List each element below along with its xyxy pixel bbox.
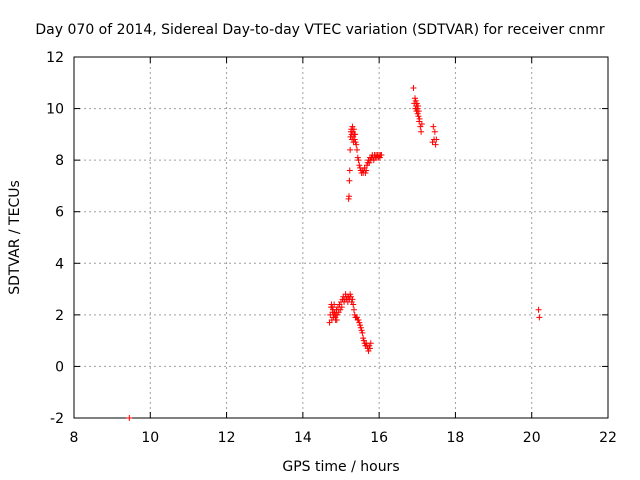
data-point (431, 128, 438, 135)
data-point (347, 291, 354, 298)
x-tick-label: 20 (523, 430, 541, 446)
data-point (418, 128, 425, 135)
data-point (352, 131, 359, 138)
data-point (415, 113, 422, 120)
y-tick-label: 2 (55, 308, 64, 324)
data-points (126, 84, 543, 421)
data-point (415, 102, 422, 109)
x-tick-label: 12 (218, 430, 236, 446)
plot-frame (73, 56, 609, 419)
data-point (354, 154, 361, 161)
data-point (356, 319, 363, 326)
data-point (378, 151, 385, 158)
data-point (350, 301, 357, 308)
data-point (433, 136, 440, 143)
data-point (338, 304, 345, 311)
data-point (412, 97, 419, 104)
y-tick-label: 6 (55, 205, 64, 221)
data-point (351, 136, 358, 143)
data-point (415, 108, 422, 115)
data-point (355, 317, 362, 324)
data-point (367, 340, 374, 347)
data-point (360, 335, 367, 342)
data-point (410, 84, 417, 91)
y-tick-label: 12 (46, 50, 64, 66)
data-point (333, 317, 340, 324)
x-tick-labels: 8 10 12 14 16 18 20 22 (70, 430, 617, 446)
data-point (350, 126, 357, 133)
data-point (346, 193, 353, 200)
data-point (353, 141, 360, 148)
data-point (418, 121, 425, 128)
data-point (411, 95, 418, 102)
data-point (366, 345, 373, 352)
data-point (333, 311, 340, 318)
y-tick-label: -2 (50, 411, 64, 427)
data-point (349, 296, 356, 303)
data-point (346, 167, 353, 174)
data-point (328, 301, 335, 308)
data-point (329, 304, 336, 311)
y-tick-label: 4 (55, 256, 64, 272)
data-point (347, 146, 354, 153)
data-point (350, 306, 357, 313)
x-tick-label: 22 (599, 430, 617, 446)
data-point (413, 100, 420, 107)
data-point (432, 141, 439, 148)
y-tick-label: 0 (55, 359, 64, 375)
axis-ticks (73, 56, 609, 419)
data-point (354, 146, 361, 153)
x-tick-label: 18 (447, 430, 465, 446)
x-tick-label: 10 (141, 430, 159, 446)
data-point (357, 324, 364, 331)
data-point (359, 329, 366, 336)
x-tick-label: 16 (370, 430, 388, 446)
x-tick-label: 14 (294, 430, 312, 446)
data-point (126, 415, 133, 421)
y-tick-labels: -2 0 2 4 6 8 10 12 (46, 50, 64, 427)
data-point (430, 123, 437, 130)
data-point (414, 110, 421, 117)
x-tick-label: 8 (70, 430, 79, 446)
data-point (357, 322, 364, 329)
chart-title: Day 070 of 2014, Sidereal Day-to-day VTE… (35, 22, 604, 38)
grid (74, 57, 608, 418)
data-point (535, 306, 542, 313)
y-tick-label: 10 (46, 102, 64, 118)
data-point (416, 115, 423, 122)
data-point (352, 139, 359, 146)
data-point (363, 167, 370, 174)
data-point (356, 162, 363, 169)
data-point (355, 157, 362, 164)
data-point (362, 170, 369, 177)
data-point (358, 327, 365, 334)
data-point (346, 177, 353, 184)
y-tick-label: 8 (55, 153, 64, 169)
x-axis-label: GPS time / hours (282, 459, 399, 475)
y-axis-label: SDTVAR / TECUs (7, 180, 23, 295)
data-point (536, 314, 543, 321)
